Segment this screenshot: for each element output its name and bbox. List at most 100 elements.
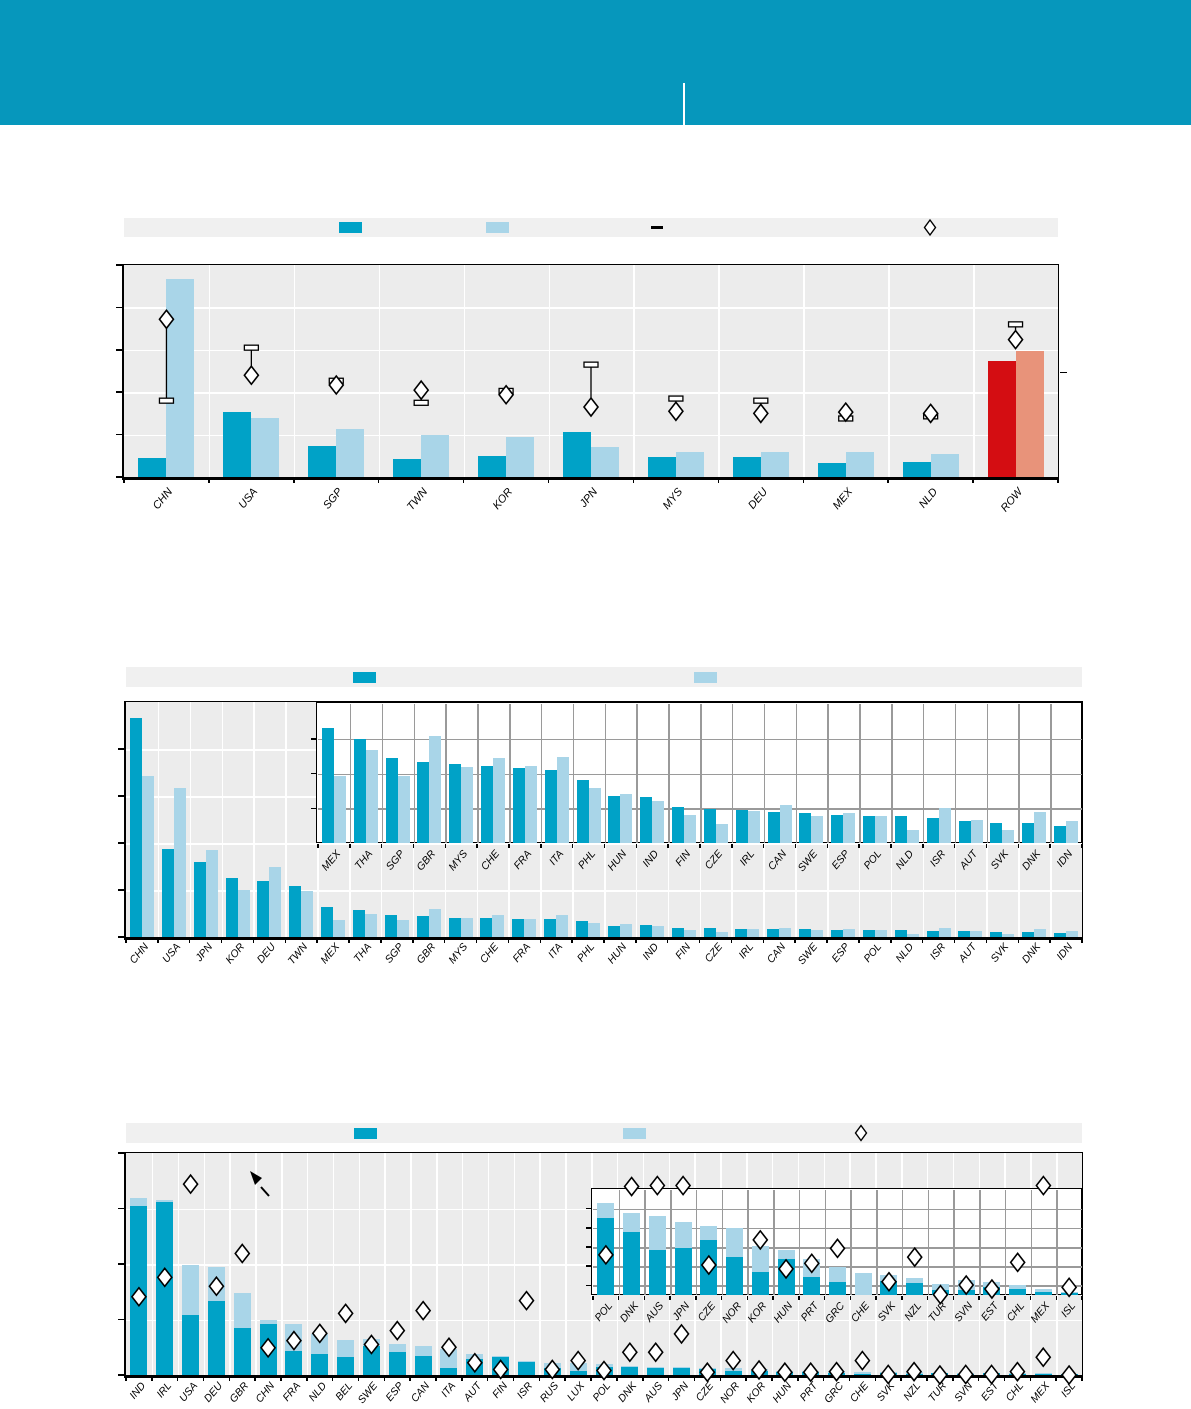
axis-tick <box>693 1376 696 1381</box>
gridline <box>445 704 447 843</box>
bar-light <box>970 931 983 937</box>
bar-light <box>166 278 195 477</box>
bar-light <box>333 920 346 937</box>
axis-tick <box>1081 938 1083 943</box>
axis-tick <box>443 938 446 943</box>
gridline <box>565 1153 567 1375</box>
inset-xtick <box>540 844 542 848</box>
bar-light <box>524 918 537 937</box>
inset-tick <box>311 738 316 740</box>
bar-dark <box>802 1372 820 1375</box>
bar-light <box>173 788 186 937</box>
axis-tick <box>826 938 828 943</box>
gridline <box>463 265 466 477</box>
gridline <box>954 704 957 843</box>
bar-light <box>747 929 760 937</box>
gridline <box>384 1153 386 1375</box>
axis-tick <box>1029 1376 1032 1381</box>
bar-dark <box>926 930 939 937</box>
bar-light <box>588 787 601 843</box>
bar-dark <box>321 906 334 937</box>
gridline <box>979 1190 981 1295</box>
gridline <box>255 1153 257 1375</box>
inset-xtick <box>922 844 924 848</box>
axis-tick <box>383 1376 386 1381</box>
inset-tick <box>586 1227 591 1229</box>
bar-light <box>337 1340 355 1358</box>
bar-light <box>906 1278 924 1284</box>
axis-tick <box>667 1376 670 1381</box>
bar-light <box>156 1199 174 1203</box>
bar-dark <box>576 921 589 937</box>
bar-dark <box>388 1351 406 1375</box>
bar-dark <box>353 910 365 937</box>
bar-dark <box>799 929 812 937</box>
legend-swatch <box>486 222 509 233</box>
bar-light <box>843 813 856 843</box>
bar-light <box>874 929 887 937</box>
bar-light <box>429 735 442 843</box>
bar-light <box>811 816 824 843</box>
axis-tick <box>802 478 805 483</box>
bar-dark <box>732 457 761 477</box>
gridline <box>306 1153 309 1375</box>
gridline <box>670 1190 672 1295</box>
gridline <box>548 265 551 477</box>
legend-swatch <box>353 671 376 683</box>
bar-dark <box>337 1357 355 1375</box>
x-label: JPN <box>577 486 601 510</box>
bar-light <box>388 1343 406 1352</box>
bar-dark <box>990 823 1003 843</box>
axis-tick <box>571 938 573 943</box>
bar-dark <box>957 1290 975 1295</box>
gridline <box>461 1153 464 1375</box>
inset-tick <box>586 1265 591 1267</box>
bar-dark <box>750 1371 768 1375</box>
axis-tick <box>512 1376 515 1381</box>
bar-light <box>301 890 314 937</box>
bar-light <box>777 1249 795 1259</box>
bar-dark <box>672 806 685 843</box>
bar-dark <box>311 1353 329 1375</box>
bar-dark <box>926 818 939 843</box>
axis-tick <box>538 1376 541 1381</box>
bar-dark <box>512 767 525 843</box>
inset-panel <box>316 702 1083 844</box>
x-label: SGP <box>321 486 346 512</box>
legend-swatch <box>694 671 717 683</box>
bar-light <box>674 1221 692 1248</box>
bar-dark <box>129 717 142 937</box>
gridline <box>850 1190 852 1295</box>
bar-light <box>597 1202 615 1219</box>
gridline <box>795 704 797 843</box>
bar-dark <box>440 1368 458 1375</box>
bar-light <box>397 776 410 843</box>
axis-tick <box>348 938 350 943</box>
gridline <box>381 704 384 843</box>
gridline <box>513 1153 516 1375</box>
bar-light <box>779 805 792 843</box>
gridline <box>253 702 255 937</box>
axis-tick <box>797 1376 799 1381</box>
bar-light <box>428 909 441 937</box>
axis-tick <box>118 748 124 750</box>
x-label: MEX <box>830 486 855 512</box>
bar-dark <box>193 861 206 937</box>
gridline <box>124 434 1058 437</box>
bar-dark <box>1060 1293 1078 1295</box>
bar-dark <box>724 1370 742 1375</box>
bar-dark <box>595 1366 613 1375</box>
inset-xtick <box>952 1296 955 1300</box>
gridline <box>358 1153 361 1375</box>
inset-xtick <box>1081 844 1083 848</box>
bar-dark <box>257 880 270 937</box>
bar-light <box>492 1356 510 1358</box>
bar-dark <box>671 927 684 937</box>
bar-light <box>1034 1289 1052 1292</box>
bar-dark <box>828 1372 846 1375</box>
axis-tick <box>116 264 122 266</box>
gridline <box>718 265 720 477</box>
bar-dark <box>1022 822 1035 843</box>
inset-xtick <box>1049 844 1051 848</box>
axis-tick <box>118 1263 124 1265</box>
